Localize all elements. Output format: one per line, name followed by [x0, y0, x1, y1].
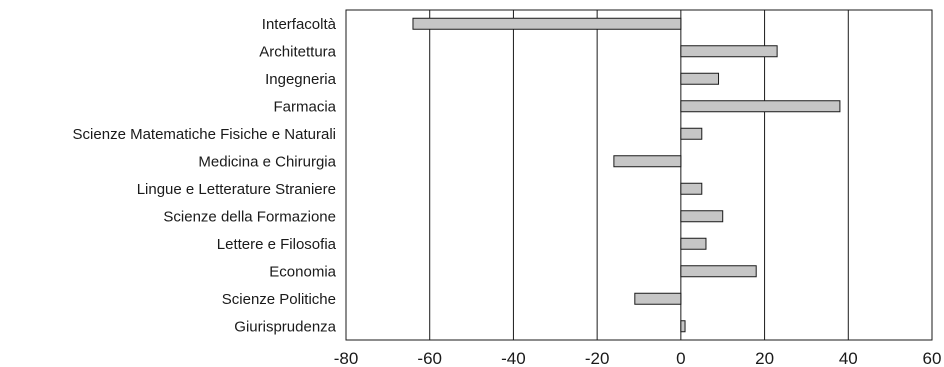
bar [680, 100, 841, 113]
bar [613, 155, 682, 168]
bar [680, 72, 720, 85]
category-label: Architettura [259, 43, 336, 60]
plot-frame [345, 9, 933, 341]
category-label: Lettere e Filosofia [217, 236, 337, 253]
category-label: Giurisprudenza [234, 318, 336, 335]
x-tick-label: -40 [501, 349, 526, 367]
grid-lines [429, 10, 849, 340]
category-label: Medicina e Chirurgia [198, 153, 336, 170]
bars [412, 17, 841, 333]
bar [680, 265, 757, 278]
category-label: Scienze Politiche [222, 291, 336, 308]
bar [680, 237, 707, 250]
x-tick-label: -20 [585, 349, 610, 367]
bar [634, 292, 682, 305]
x-tick-label: 0 [676, 349, 685, 367]
category-label: Ingegneria [265, 71, 337, 88]
category-label: Farmacia [273, 98, 336, 115]
category-label: Interfacoltà [262, 16, 337, 33]
x-tick-label: -60 [417, 349, 442, 367]
x-tick-label: 20 [755, 349, 774, 367]
bar [680, 210, 724, 223]
x-tick-label: 60 [923, 349, 942, 367]
bar [680, 127, 703, 140]
bar [412, 17, 682, 30]
category-label: Scienze Matematiche Fisiche e Naturali [73, 126, 336, 143]
x-tick-label: -80 [334, 349, 359, 367]
category-label: Economia [269, 263, 336, 280]
bar [680, 45, 778, 58]
category-label: Lingue e Letterature Straniere [137, 181, 336, 198]
x-tick-label: 40 [839, 349, 858, 367]
category-label: Scienze della Formazione [163, 208, 336, 225]
category-labels: Interfacoltà Architettura Ingegneria Farmac… [73, 16, 337, 336]
x-axis-tick-labels: -80 -60 -40 -20 0 20 40 60 [334, 349, 942, 367]
bar [680, 320, 686, 333]
bar [680, 182, 703, 195]
